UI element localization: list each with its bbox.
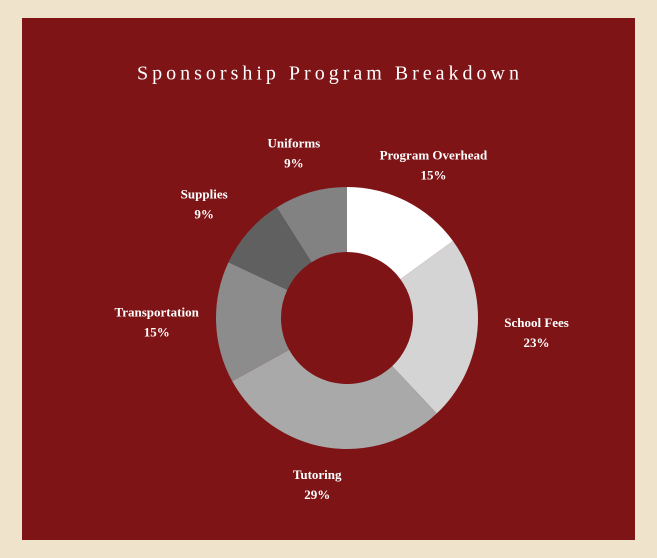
slice-value-label: 23% — [524, 335, 550, 350]
chart-panel — [22, 18, 635, 540]
donut-slice — [276, 187, 347, 263]
slice-label: Program Overhead — [380, 148, 488, 163]
slice-value-label: 15% — [144, 324, 170, 339]
chart-title: Sponsorship Program Breakdown — [137, 63, 523, 85]
donut-slice — [232, 349, 437, 450]
donut-slice — [392, 241, 479, 414]
slice-label: Supplies — [181, 187, 228, 202]
slice-value-label: 29% — [304, 487, 330, 502]
slice-value-label: 9% — [194, 207, 214, 222]
donut-slice — [347, 187, 453, 280]
donut-slice — [216, 262, 290, 382]
slice-value-label: 15% — [420, 168, 446, 183]
slice-label: Tutoring — [293, 467, 342, 482]
donut-slice — [228, 207, 312, 290]
slice-label: Transportation — [115, 304, 200, 319]
slice-label: School Fees — [504, 315, 569, 330]
slice-label: Uniforms — [268, 136, 321, 151]
slice-value-label: 9% — [284, 156, 304, 171]
